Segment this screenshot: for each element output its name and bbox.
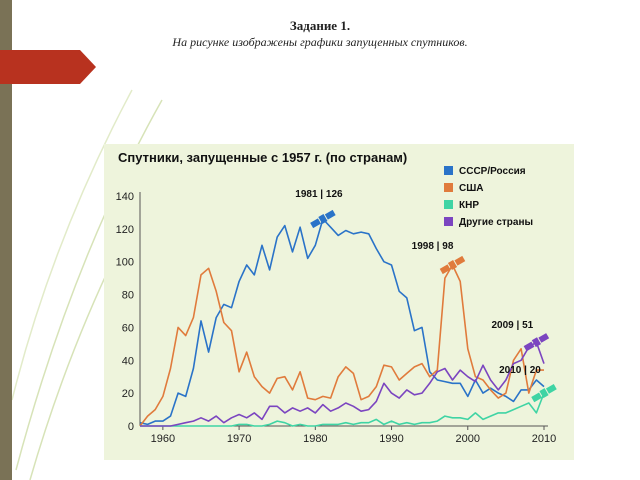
x-tick-label: 1990 xyxy=(379,433,403,445)
legend-label: Другие страны xyxy=(459,217,533,228)
series-line-1 xyxy=(139,218,545,426)
satellite-marker-icon xyxy=(310,209,336,229)
x-tick-label: 2000 xyxy=(456,433,480,445)
legend-label: США xyxy=(459,183,484,194)
y-tick-label: 100 xyxy=(116,257,134,269)
series-line-3 xyxy=(140,392,545,427)
y-tick-label: 0 xyxy=(128,421,134,433)
annotation-label: 1981 | 126 xyxy=(295,189,343,200)
task-text: На рисунке изображены графики запущенных… xyxy=(172,35,468,49)
x-tick-label: 1970 xyxy=(227,433,251,445)
y-tick-label: 20 xyxy=(122,388,134,400)
chart-container: Спутники, запущенные с 1957 г. (по стран… xyxy=(104,144,574,460)
legend-swatch xyxy=(444,166,453,175)
annotation-label: 2010 | 20 xyxy=(499,365,541,376)
legend-label: КНР xyxy=(459,200,479,211)
legend-swatch xyxy=(444,217,453,226)
annotation-label: 1998 | 98 xyxy=(412,241,454,252)
satellite-marker-icon xyxy=(523,333,550,352)
series-line-2 xyxy=(139,264,544,427)
legend-label: СССР/Россия xyxy=(459,166,526,177)
y-tick-label: 140 xyxy=(116,191,134,203)
series-line-4 xyxy=(140,341,545,427)
y-tick-label: 80 xyxy=(122,290,134,302)
legend-swatch xyxy=(444,200,453,209)
y-tick-label: 40 xyxy=(122,355,134,367)
task-title: Задание 1. xyxy=(289,18,351,33)
y-tick-label: 60 xyxy=(122,322,134,334)
chart-title: Спутники, запущенные с 1957 г. (по стран… xyxy=(118,150,408,165)
satellite-marker-icon xyxy=(439,255,466,275)
y-tick-label: 120 xyxy=(116,224,134,236)
slide-red-tab xyxy=(0,50,96,84)
slide-left-bar xyxy=(0,0,12,480)
annotation-label: 2009 | 51 xyxy=(492,320,534,331)
legend-swatch xyxy=(444,183,453,192)
chart-plot: 0 20 40 60 80 100 120 140 1960 1970 1980 1990 2000 20… xyxy=(116,166,557,445)
x-tick-label: 1960 xyxy=(151,433,175,445)
x-tick-label: 2010 xyxy=(532,433,556,445)
x-tick-label: 1980 xyxy=(303,433,327,445)
satellite-marker-icon xyxy=(531,384,557,403)
